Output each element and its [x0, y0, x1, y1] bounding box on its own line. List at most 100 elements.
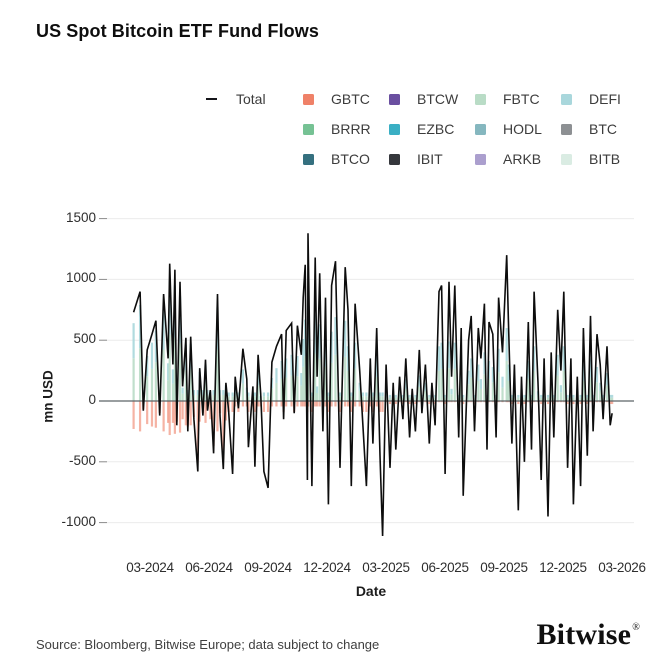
bar-defi: [394, 394, 397, 398]
bar-fbtc: [150, 368, 154, 401]
bar-defi: [344, 320, 347, 357]
bar-gbtc: [556, 401, 559, 403]
legend-label: DEFI: [589, 91, 621, 107]
legend-item-hodl: HODL: [475, 114, 561, 144]
bar-gbtc: [394, 401, 397, 405]
bar-gbtc: [150, 401, 154, 427]
legend-label: BRRR: [331, 121, 371, 137]
bar-fbtc: [414, 397, 417, 401]
bar-fbtc: [324, 366, 327, 401]
bar-defi: [241, 369, 245, 384]
bar-fbtc: [542, 388, 546, 401]
legend-item-brrr: BRRR: [303, 114, 389, 144]
bar-fbtc: [270, 388, 274, 401]
bar-fbtc: [453, 368, 456, 401]
bar-fbtc: [443, 397, 447, 401]
bar-defi: [546, 394, 550, 398]
bar-fbtc: [314, 353, 317, 401]
bar-gbtc: [586, 401, 589, 405]
bar-gbtc: [418, 401, 421, 403]
bar-fbtc: [599, 390, 602, 401]
bar-fbtc: [559, 392, 562, 401]
bar-fbtc: [354, 368, 357, 401]
bar-defi: [428, 394, 431, 398]
hodl-swatch-icon: [475, 123, 486, 135]
legend-label: BTC: [589, 121, 617, 137]
legend-item-btcw: BTCW: [389, 84, 475, 114]
bar-defi: [280, 360, 283, 379]
bar-defi: [371, 392, 374, 397]
bar-fbtc: [350, 396, 353, 401]
bar-defi: [338, 392, 342, 397]
total-line-icon: [206, 97, 217, 101]
bar-gbtc: [552, 401, 555, 405]
bar-gbtc: [462, 401, 465, 405]
bar-fbtc: [247, 396, 250, 401]
bar-fbtc: [315, 392, 319, 401]
bar-fbtc: [371, 396, 374, 401]
bar-gbtc: [562, 401, 565, 403]
legend-item-arkb: ARKB: [475, 144, 561, 174]
bar-gbtc: [527, 401, 530, 403]
bar-gbtc: [171, 401, 175, 423]
bar-fbtc: [300, 385, 303, 401]
bar-defi: [440, 342, 443, 369]
bar-gbtc: [334, 401, 337, 407]
bar-gbtc: [262, 401, 265, 412]
bar-gbtc: [247, 401, 250, 412]
bar-fbtc: [546, 397, 550, 401]
bar-gbtc: [497, 401, 500, 403]
bar-gbtc: [437, 401, 441, 403]
legend-item-bitb: BITB: [561, 144, 647, 174]
bar-defi: [310, 392, 314, 397]
arkb-swatch-icon: [475, 153, 486, 165]
bar-defi: [354, 342, 357, 369]
bar-fbtc: [212, 394, 215, 401]
legend-label: GBTC: [331, 91, 370, 107]
bar-fbtc: [138, 348, 142, 401]
bar-fbtc: [302, 366, 305, 401]
bar-fbtc: [275, 382, 278, 401]
bar-defi: [505, 328, 508, 361]
bar-fbtc: [132, 358, 135, 401]
bar-fbtc: [523, 397, 526, 401]
bar-gbtc: [302, 401, 305, 407]
bar-defi: [314, 314, 317, 354]
bar-fbtc: [388, 397, 392, 401]
bar-gbtc: [523, 401, 526, 405]
legend-label: FBTC: [503, 91, 540, 107]
y-tick-label: 500: [73, 331, 96, 347]
bar-defi: [192, 390, 196, 395]
bar-gbtc: [280, 401, 283, 407]
bar-defi: [350, 392, 353, 397]
bar-gbtc: [450, 401, 453, 403]
x-tick-label: 12-2025: [539, 560, 587, 575]
bar-gbtc: [550, 401, 553, 403]
bar-fbtc: [605, 385, 609, 401]
bar-gbtc: [453, 401, 456, 403]
bar-defi: [566, 394, 569, 398]
bar-fbtc: [609, 397, 612, 401]
bitb-swatch-icon: [561, 153, 572, 165]
bar-gbtc: [327, 401, 330, 412]
bar-fbtc: [381, 396, 384, 401]
bar-gbtc: [253, 401, 256, 412]
bar-gbtc: [479, 401, 483, 403]
bar-gbtc: [290, 401, 293, 407]
bar-gbtc: [510, 401, 513, 405]
y-tick-label: 0: [88, 392, 96, 407]
bar-gbtc: [589, 401, 592, 403]
bar-defi: [477, 364, 480, 381]
bar-defi: [473, 394, 476, 398]
bar-defi: [162, 307, 165, 350]
bar-fbtc: [296, 376, 299, 401]
bar-gbtc: [369, 401, 372, 407]
ibit-swatch-icon: [389, 153, 400, 165]
bar-gbtc: [304, 401, 307, 407]
bar-defi: [150, 342, 154, 369]
bar-fbtc: [167, 380, 170, 401]
bar-gbtc: [443, 401, 447, 405]
bar-fbtc: [505, 360, 508, 401]
legend-label: BTCW: [417, 91, 459, 107]
bar-defi: [595, 366, 599, 383]
